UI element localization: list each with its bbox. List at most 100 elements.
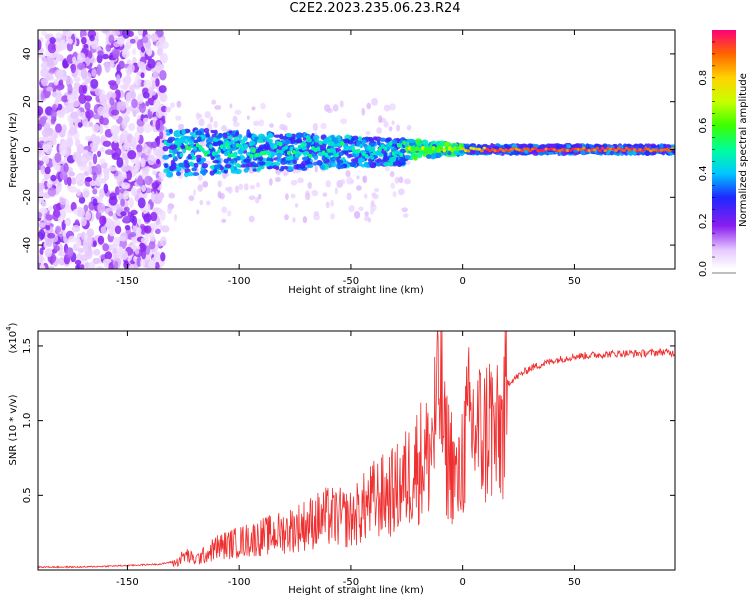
heatmap-cell xyxy=(322,192,328,197)
heatmap-cell xyxy=(338,151,345,157)
heatmap-cell xyxy=(74,259,82,266)
heatmap-cell xyxy=(340,179,346,185)
heatmap-cell xyxy=(312,134,320,141)
heatmap-cell xyxy=(88,160,93,167)
heatmap-cell xyxy=(120,198,126,207)
heatmap-cell xyxy=(366,102,372,110)
heatmap-cell xyxy=(413,146,417,152)
heatmap-cell xyxy=(95,266,104,269)
y-tick-label: 1.5 xyxy=(22,338,33,354)
heatmap-cell xyxy=(217,149,221,154)
heatmap-cell xyxy=(47,42,57,54)
heatmap-cell xyxy=(147,58,156,69)
heatmap-cell xyxy=(372,136,378,141)
heatmap-cell xyxy=(121,129,129,141)
heatmap-cell xyxy=(124,76,131,88)
heatmap-cell xyxy=(99,97,108,106)
heatmap-cell xyxy=(349,161,357,168)
heatmap-cell xyxy=(325,180,331,188)
heatmap-cell xyxy=(99,158,106,165)
heatmap-cell xyxy=(116,246,124,253)
heatmap-cell xyxy=(128,197,134,208)
heatmap-cell xyxy=(99,146,105,153)
heatmap-cell xyxy=(635,149,640,153)
heatmap-cell xyxy=(160,252,166,262)
heatmap-cell xyxy=(77,122,83,128)
snr-multiplier-base: (x10 xyxy=(8,331,19,354)
heatmap-cell xyxy=(265,163,271,167)
heatmap-cell xyxy=(592,148,597,152)
heatmap-cell xyxy=(126,170,133,181)
heatmap-cell xyxy=(400,149,406,154)
heatmap-cell xyxy=(641,149,645,153)
heatmap-cell xyxy=(256,138,264,144)
heatmap-cell xyxy=(372,150,377,156)
heatmap-cell xyxy=(251,106,256,111)
heatmap-cell xyxy=(365,130,371,135)
heatmap-cell xyxy=(214,105,222,110)
heatmap-cell xyxy=(57,215,64,223)
heatmap-cell xyxy=(141,158,146,165)
heatmap-cell xyxy=(302,137,307,141)
heatmap-cell xyxy=(332,149,337,155)
heatmap-cell xyxy=(294,203,299,208)
heatmap-cell xyxy=(123,190,130,200)
heatmap-cell xyxy=(199,199,204,206)
spectrogram-plot: -150 -100 -50 0 50 -40 -20 0 20 40 Height of stra… xyxy=(8,29,676,296)
heatmap-cell xyxy=(204,111,211,119)
heatmap-cell xyxy=(79,111,86,119)
heatmap-cell xyxy=(305,137,312,143)
heatmap-cell xyxy=(139,61,147,72)
heatmap-cell xyxy=(301,147,306,151)
heatmap-cell xyxy=(215,135,222,139)
heatmap-cell xyxy=(58,243,63,254)
heatmap-cell xyxy=(168,192,176,199)
heatmap-cell xyxy=(137,78,142,85)
heatmap-cell xyxy=(76,188,82,197)
heatmap-cell xyxy=(404,160,411,165)
heatmap-cell xyxy=(166,142,170,147)
heatmap-cell xyxy=(158,171,168,178)
heatmap-cell xyxy=(203,152,208,157)
heatmap-cell xyxy=(159,70,167,81)
heatmap-cell xyxy=(404,154,411,159)
heatmap-cell xyxy=(170,159,175,165)
heatmap-cell xyxy=(267,134,274,139)
heatmap-cell xyxy=(175,171,182,177)
heatmap-cell xyxy=(402,140,406,145)
heatmap-cell xyxy=(84,101,91,111)
heatmap-cell xyxy=(644,150,651,156)
heatmap-cell xyxy=(158,85,167,94)
heatmap-cell xyxy=(123,206,130,212)
heatmap-cell xyxy=(103,183,109,194)
heatmap-cell xyxy=(41,128,51,138)
heatmap-cell xyxy=(136,123,145,134)
heatmap-cell xyxy=(421,146,425,151)
heatmap-cell xyxy=(65,76,73,87)
heatmap-cell xyxy=(62,106,71,114)
heatmap-cell xyxy=(154,78,160,87)
heatmap-cell xyxy=(330,199,334,207)
heatmap-cell xyxy=(223,151,230,157)
heatmap-cell xyxy=(662,148,667,152)
heatmap-cell xyxy=(120,211,127,217)
heatmap-cell xyxy=(299,163,306,169)
heatmap-cell xyxy=(99,215,107,226)
heatmap-cell xyxy=(229,103,233,109)
heatmap-cell xyxy=(665,147,669,151)
heatmap-cell xyxy=(118,60,125,70)
heatmap-cell xyxy=(312,161,318,166)
heatmap-cell xyxy=(361,139,367,144)
x-tick-label: -50 xyxy=(343,276,359,287)
heatmap-cell xyxy=(161,115,166,122)
heatmap-cell xyxy=(234,109,242,116)
heatmap-cell xyxy=(184,141,189,145)
x-tick-label: 0 xyxy=(459,276,465,287)
heatmap-cell xyxy=(431,145,436,151)
heatmap-cell xyxy=(40,115,48,122)
heatmap-cell xyxy=(188,195,195,202)
heatmap-cell xyxy=(198,118,205,127)
heatmap-cell xyxy=(142,87,149,94)
heatmap-cell xyxy=(609,150,615,156)
heatmap-cell xyxy=(97,50,104,57)
